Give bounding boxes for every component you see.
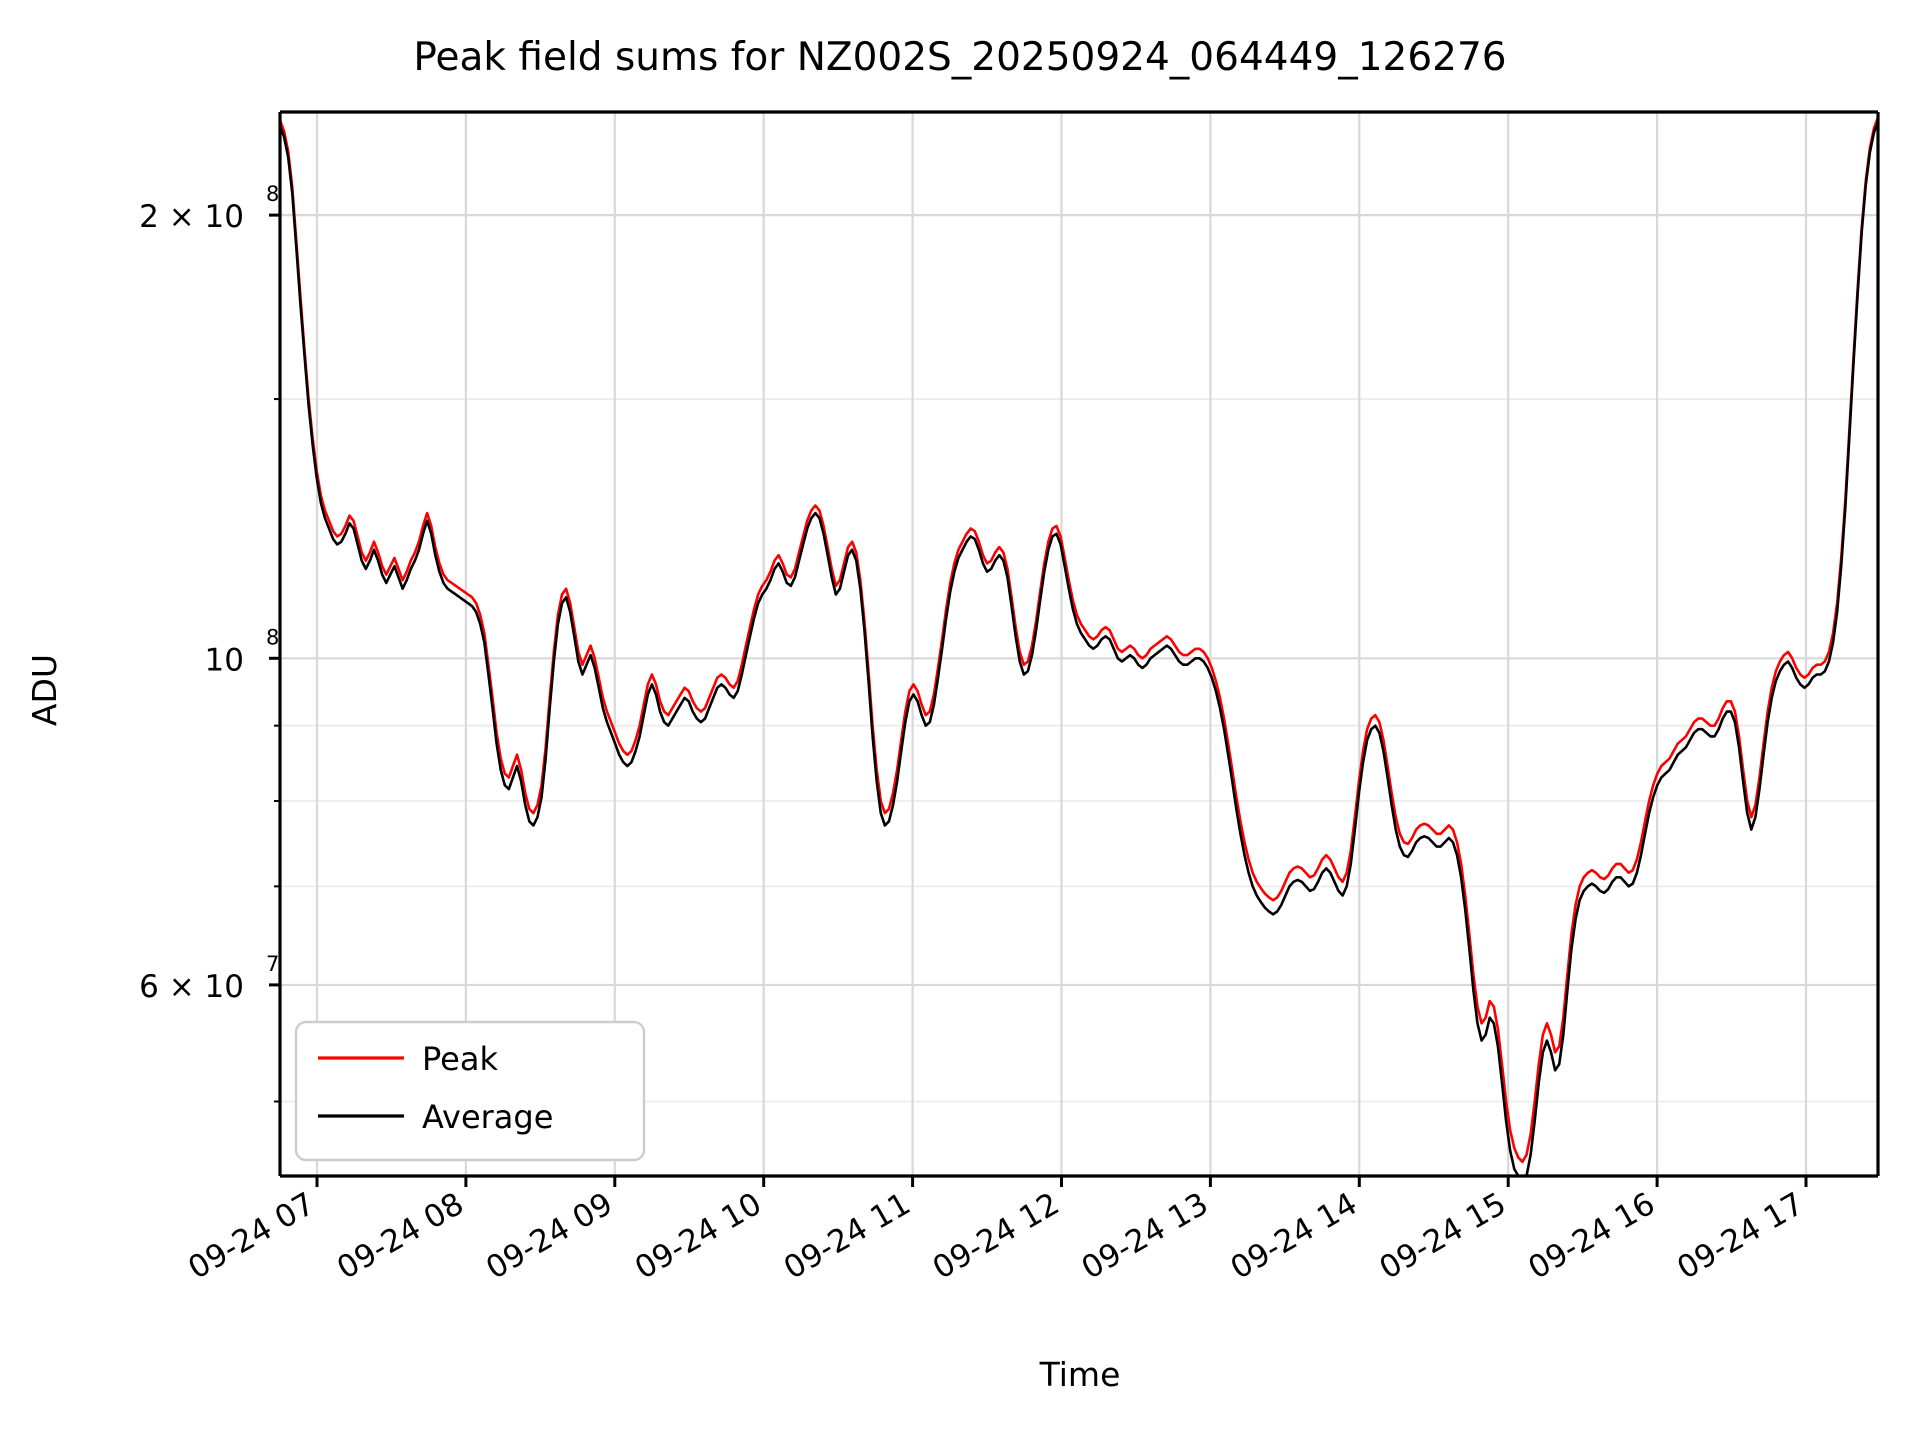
legend-label-peak: Peak xyxy=(422,1040,498,1078)
y-tick-exponent: 7 xyxy=(266,952,279,976)
y-tick-exponent: 8 xyxy=(266,625,279,649)
y-tick-label: 10 8 xyxy=(205,625,280,678)
chart-legend[interactable]: Peak Average xyxy=(294,1020,646,1162)
y-tick-label: 6 × 10 7 xyxy=(139,952,279,1005)
y-tick-mantissa: 6 × 10 xyxy=(139,969,244,1005)
y-tick-exponent: 8 xyxy=(266,182,279,206)
y-tick-mantissa: 10 xyxy=(205,642,244,678)
data-series-layer xyxy=(278,116,1880,1178)
y-tick-labels: 2 × 10 8 10 8 6 × 10 7 xyxy=(139,182,279,1005)
legend-label-average: Average xyxy=(422,1098,553,1136)
axis-tickmarks xyxy=(269,213,1808,1187)
chart-title: Peak field sums for NZ002S_20250924_0644… xyxy=(413,35,1506,80)
x-axis-title: Time xyxy=(1039,1355,1121,1394)
major-gridlines xyxy=(280,112,1878,1176)
series-line-average xyxy=(278,120,1880,1178)
y-axis-title: ADU xyxy=(25,654,64,726)
y-tick-mantissa: 2 × 10 xyxy=(139,199,244,235)
axes-spines xyxy=(278,110,1880,1178)
y-tick-label: 2 × 10 8 xyxy=(139,182,279,235)
